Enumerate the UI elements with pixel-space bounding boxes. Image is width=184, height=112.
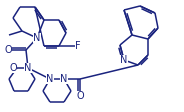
Text: O: O (76, 91, 84, 101)
Text: N: N (60, 74, 68, 84)
Text: N: N (120, 55, 128, 65)
Text: F: F (75, 41, 81, 51)
Text: N: N (33, 33, 41, 43)
Text: O: O (9, 63, 17, 73)
Text: N: N (24, 63, 32, 73)
Text: O: O (4, 45, 12, 55)
Text: N: N (46, 74, 54, 84)
